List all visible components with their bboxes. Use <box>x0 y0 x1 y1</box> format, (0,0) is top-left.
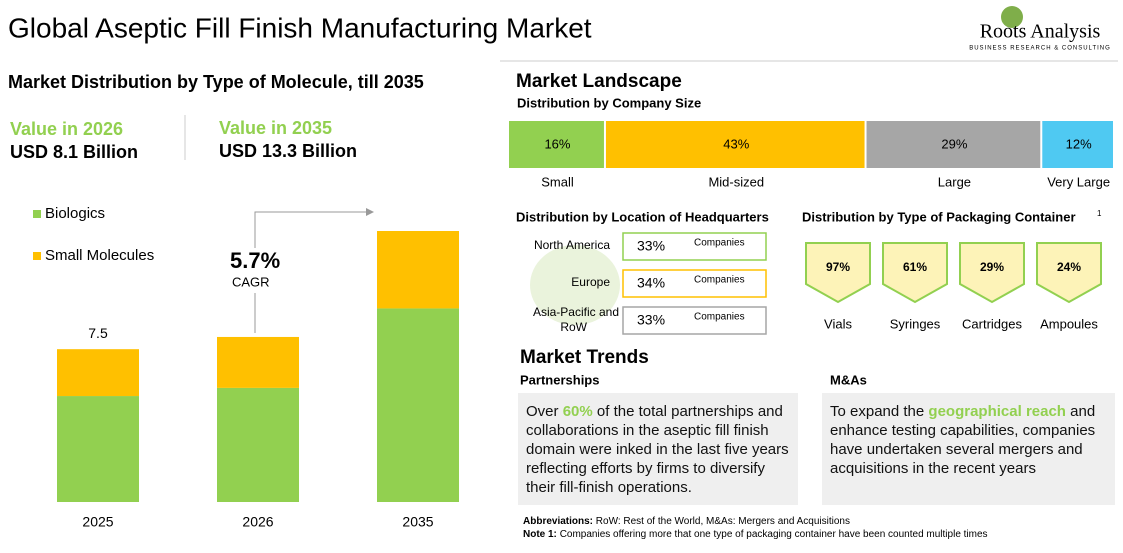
bar-segment <box>1042 121 1113 168</box>
chart-title: Distribution by Company Size <box>517 95 701 110</box>
category-label: Very Large <box>1047 174 1110 189</box>
text: To expand the <box>830 403 929 420</box>
highlight-value: USD 13.3 Billion <box>219 141 357 161</box>
bar-segment <box>217 387 299 502</box>
value-label: 34% <box>637 275 665 291</box>
badge <box>1036 242 1102 304</box>
cagr-bg <box>225 248 285 293</box>
text: Companies offering more that one type of… <box>559 529 988 540</box>
bar-segment <box>866 121 1041 168</box>
highlight-value: USD 8.1 Billion <box>10 142 138 162</box>
bar-segment <box>377 308 459 502</box>
text: and enhance testing capabilities, compan… <box>830 403 1096 477</box>
map-icon <box>530 245 620 325</box>
value-label: 24% <box>1057 260 1081 274</box>
category-label: Vials <box>824 316 852 331</box>
value-box <box>622 269 767 298</box>
bar-segment <box>509 121 604 168</box>
value-label: 97% <box>826 260 850 274</box>
footnote-marker: 1 <box>1097 209 1102 218</box>
trend-text: To expand the geographical reach and enh… <box>822 393 1115 505</box>
unit-label: Companies <box>694 275 745 286</box>
chart-title: Distribution by Location of Headquarters <box>516 209 769 224</box>
category-label: Syringes <box>890 316 941 331</box>
logo-tagline: BUSINESS RESEARCH & CONSULTING <box>969 46 1111 52</box>
data-label: 12% <box>1066 136 1092 151</box>
label: Abbreviations: <box>523 516 594 527</box>
note: Note 1: Companies offering more that one… <box>523 528 988 541</box>
label: Note 1: <box>523 529 557 540</box>
legend-label: Biologics <box>45 205 105 222</box>
text: of the total partnerships and collaborat… <box>526 403 789 496</box>
row-label: Asia-Pacific and RoW <box>533 305 619 334</box>
value-box <box>622 306 767 335</box>
bar-segment <box>605 121 865 168</box>
bar-segment <box>217 336 299 388</box>
highlight-label: Value in 2035 <box>219 118 332 138</box>
page-title: Global Aseptic Fill Finish Manufacturing… <box>8 12 592 43</box>
row-label: North America <box>534 238 610 252</box>
abbreviations: Abbreviations: RoW: Rest of the World, M… <box>523 515 988 528</box>
data-label: 29% <box>941 136 967 151</box>
x-tick-label: 2026 <box>242 514 273 530</box>
trend-heading: M&As <box>830 372 867 387</box>
cagr-arrowhead <box>366 208 374 216</box>
unit-label: Companies <box>694 312 745 323</box>
category-label: Small <box>541 174 574 189</box>
data-label: 43% <box>723 136 749 151</box>
text: RoW: Rest of the World, M&As: Mergers an… <box>595 516 850 527</box>
bar-segment <box>57 349 139 397</box>
bar-segment <box>57 396 139 502</box>
value-label: 29% <box>980 260 1004 274</box>
category-label: Cartridges <box>962 316 1022 331</box>
right-title: Market Landscape <box>516 71 682 92</box>
x-tick-label: 2025 <box>82 514 113 530</box>
text: Over <box>526 403 563 420</box>
x-tick-label: 2035 <box>402 514 433 530</box>
data-label: 16% <box>544 136 570 151</box>
row-label-line: Asia-Pacific and <box>533 305 619 319</box>
badge <box>959 242 1025 304</box>
legend-swatch <box>33 210 41 218</box>
highlight-label: Value in 2026 <box>10 119 123 139</box>
badge <box>805 242 871 304</box>
legend-label: Small Molecules <box>45 247 154 264</box>
value-label: 33% <box>637 312 665 328</box>
badge <box>882 242 948 304</box>
category-label: Large <box>938 174 971 189</box>
cagr-label: CAGR <box>232 274 270 289</box>
bar-segment <box>377 231 459 309</box>
legend-swatch <box>33 252 41 260</box>
trend-text: Over 60% of the total partnerships and c… <box>518 393 798 505</box>
trend-heading: Partnerships <box>520 372 599 387</box>
data-label: 7.5 <box>88 325 108 341</box>
chart-title: Distribution by Type of Packaging Contai… <box>802 209 1076 224</box>
row-label-line: RoW <box>560 320 587 334</box>
trends-title: Market Trends <box>520 347 649 368</box>
logo-icon <box>1001 6 1023 28</box>
logo: Roots Analysis <box>980 21 1101 43</box>
highlight: 60% <box>562 403 593 420</box>
left-title: Market Distribution by Type of Molecule,… <box>8 72 424 92</box>
value-label: 33% <box>637 238 665 254</box>
category-label: Ampoules <box>1040 316 1098 331</box>
highlight: geographical reach <box>928 403 1066 420</box>
cagr-value: 5.7% <box>230 248 280 273</box>
value-label: 61% <box>903 260 927 274</box>
row-label: Europe <box>571 275 610 289</box>
category-label: Mid-sized <box>708 174 764 189</box>
footer: Abbreviations: RoW: Rest of the World, M… <box>523 515 988 541</box>
value-box <box>622 232 767 261</box>
unit-label: Companies <box>694 238 745 249</box>
